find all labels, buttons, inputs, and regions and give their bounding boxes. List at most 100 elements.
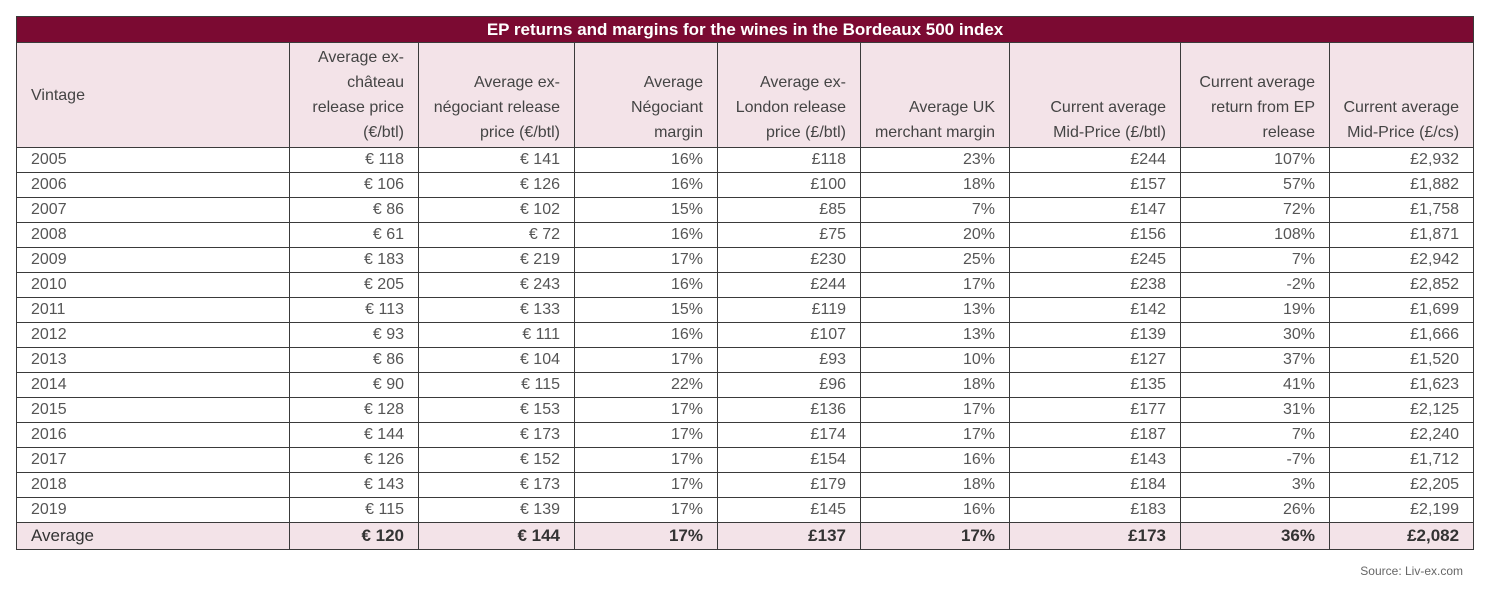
value-cell: € 141 — [418, 147, 575, 173]
value-cell: € 183 — [289, 247, 419, 273]
value-cell: € 152 — [418, 447, 575, 473]
value-cell: £127 — [1009, 347, 1181, 373]
value-cell: € 90 — [289, 372, 419, 398]
value-cell: £2,125 — [1328, 397, 1475, 423]
value-cell: 17% — [860, 422, 1010, 448]
vintage-cell: 2006 — [16, 172, 290, 198]
value-cell: 22% — [574, 372, 718, 398]
value-cell: £2,932 — [1328, 147, 1475, 173]
value-cell: € 128 — [289, 397, 419, 423]
value-cell: 37% — [1180, 347, 1330, 373]
value-cell: € 118 — [289, 147, 419, 173]
value-cell: € 133 — [418, 297, 575, 323]
average-value-cell: € 144 — [418, 522, 575, 550]
column-header: Average ex-château release price (€/btl) — [289, 42, 419, 148]
table-row: 2014 € 90 € 115 22% £96 18% £135 41% £1,623 — [16, 372, 1475, 398]
value-cell: 18% — [860, 472, 1010, 498]
value-cell: -7% — [1180, 447, 1330, 473]
value-cell: € 61 — [289, 222, 419, 248]
table-row: 2016 € 144 € 173 17% £174 17% £187 7% £2,240 — [16, 422, 1475, 448]
value-cell: 41% — [1180, 372, 1330, 398]
table-row: 2007 € 86 € 102 15% £85 7% £147 72% £1,758 — [16, 197, 1475, 223]
average-value-cell: £2,082 — [1328, 522, 1475, 550]
value-cell: £183 — [1009, 497, 1181, 523]
value-cell: € 115 — [418, 372, 575, 398]
vintage-cell: 2016 — [16, 422, 290, 448]
vintage-cell: 2011 — [16, 297, 290, 323]
value-cell: € 173 — [418, 472, 575, 498]
average-value-cell: € 120 — [289, 522, 419, 550]
column-header: Current average return from EP release — [1180, 42, 1330, 148]
value-cell: € 173 — [418, 422, 575, 448]
value-cell: € 115 — [289, 497, 419, 523]
value-cell: 15% — [574, 197, 718, 223]
value-cell: £1,666 — [1328, 322, 1475, 348]
value-cell: 17% — [574, 497, 718, 523]
value-cell: £100 — [717, 172, 861, 198]
value-cell: £157 — [1009, 172, 1181, 198]
value-cell: 17% — [574, 347, 718, 373]
average-value-cell: 36% — [1180, 522, 1330, 550]
value-cell: € 111 — [418, 322, 575, 348]
column-header: Average UK merchant margin — [860, 42, 1010, 148]
value-cell: £2,942 — [1328, 247, 1475, 273]
value-cell: 10% — [860, 347, 1010, 373]
value-cell: 30% — [1180, 322, 1330, 348]
average-value-cell: 17% — [574, 522, 718, 550]
table-row: 2017 € 126 € 152 17% £154 16% £143 -7% £1,712 — [16, 447, 1475, 473]
vintage-cell: 2008 — [16, 222, 290, 248]
value-cell: 57% — [1180, 172, 1330, 198]
value-cell: £1,758 — [1328, 197, 1475, 223]
table-body: 2005 € 118 € 141 16% £118 23% £244 107% £2,932 20… — [16, 147, 1475, 550]
value-cell: 23% — [860, 147, 1010, 173]
value-cell: 20% — [860, 222, 1010, 248]
average-row: Average € 120 € 144 17% £137 17% £173 36% £2,082 — [16, 522, 1475, 550]
value-cell: 17% — [574, 472, 718, 498]
value-cell: 16% — [574, 147, 718, 173]
value-cell: € 139 — [418, 497, 575, 523]
value-cell: 16% — [574, 272, 718, 298]
table-row: 2009 € 183 € 219 17% £230 25% £245 7% £2,942 — [16, 247, 1475, 273]
ep-returns-table: EP returns and margins for the wines in … — [15, 16, 1475, 550]
value-cell: 13% — [860, 297, 1010, 323]
value-cell: £2,205 — [1328, 472, 1475, 498]
value-cell: £156 — [1009, 222, 1181, 248]
value-cell: £244 — [717, 272, 861, 298]
value-cell: € 104 — [418, 347, 575, 373]
table-row: 2015 € 128 € 153 17% £136 17% £177 31% £2,125 — [16, 397, 1475, 423]
value-cell: £184 — [1009, 472, 1181, 498]
vintage-cell: 2010 — [16, 272, 290, 298]
table-row: 2013 € 86 € 104 17% £93 10% £127 37% £1,520 — [16, 347, 1475, 373]
value-cell: £142 — [1009, 297, 1181, 323]
average-value-cell: 17% — [860, 522, 1010, 550]
table-row: 2005 € 118 € 141 16% £118 23% £244 107% £2,932 — [16, 147, 1475, 173]
value-cell: £230 — [717, 247, 861, 273]
value-cell: £245 — [1009, 247, 1181, 273]
value-cell: 107% — [1180, 147, 1330, 173]
table-row: 2019 € 115 € 139 17% £145 16% £183 26% £2,199 — [16, 497, 1475, 523]
value-cell: 16% — [574, 222, 718, 248]
table-row: 2006 € 106 € 126 16% £100 18% £157 57% £1,882 — [16, 172, 1475, 198]
value-cell: 7% — [860, 197, 1010, 223]
value-cell: 26% — [1180, 497, 1330, 523]
value-cell: € 143 — [289, 472, 419, 498]
value-cell: € 86 — [289, 347, 419, 373]
column-header: Average ex-London release price (£/btl) — [717, 42, 861, 148]
value-cell: € 102 — [418, 197, 575, 223]
table-title: EP returns and margins for the wines in … — [15, 16, 1475, 43]
value-cell: £118 — [717, 147, 861, 173]
value-cell: 31% — [1180, 397, 1330, 423]
value-cell: £187 — [1009, 422, 1181, 448]
table-row: 2010 € 205 € 243 16% £244 17% £238 -2% £2,852 — [16, 272, 1475, 298]
value-cell: £174 — [717, 422, 861, 448]
average-value-cell: £137 — [717, 522, 861, 550]
value-cell: € 243 — [418, 272, 575, 298]
value-cell: 18% — [860, 172, 1010, 198]
value-cell: £135 — [1009, 372, 1181, 398]
header-row: Vintage Average ex-château release price … — [16, 42, 1475, 148]
value-cell: 13% — [860, 322, 1010, 348]
vintage-cell: 2015 — [16, 397, 290, 423]
value-cell: £238 — [1009, 272, 1181, 298]
value-cell: £85 — [717, 197, 861, 223]
source-note: Source: Liv-ex.com — [1360, 564, 1463, 578]
